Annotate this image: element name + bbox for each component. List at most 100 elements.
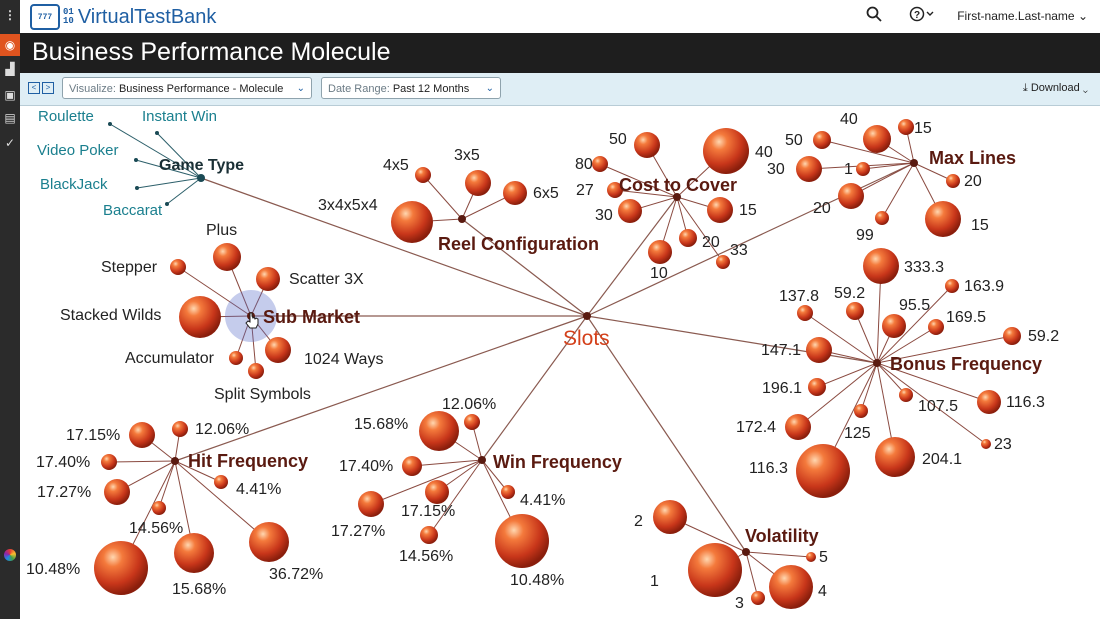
robot-icon[interactable]: ▣ (4, 88, 16, 102)
leaf-node[interactable] (618, 199, 642, 223)
leaf-node[interactable] (808, 378, 826, 396)
leaf-node[interactable] (248, 363, 264, 379)
leaf-node[interactable] (135, 186, 139, 190)
search-icon[interactable] (866, 6, 882, 26)
leaf-node[interactable] (420, 526, 438, 544)
leaf-node[interactable] (179, 296, 221, 338)
leaf-node[interactable] (229, 351, 243, 365)
leaf-node[interactable] (155, 131, 159, 135)
slot-machine-icon[interactable]: ▤ (4, 111, 16, 125)
hub-node[interactable] (478, 456, 486, 464)
leaf-node[interactable] (679, 229, 697, 247)
nav-back-icon[interactable]: < (28, 82, 40, 94)
leaf-node[interactable] (928, 319, 944, 335)
leaf-node[interactable] (703, 128, 749, 174)
chart-icon[interactable]: ▟ (5, 62, 15, 76)
nav-forward-icon[interactable]: > (42, 82, 54, 94)
leaf-edge (860, 362, 878, 412)
leaf-node[interactable] (495, 514, 549, 568)
leaf-node[interactable] (391, 201, 433, 243)
hub-node[interactable] (673, 193, 681, 201)
leaf-node[interactable] (813, 131, 831, 149)
leaf-node[interactable] (108, 122, 112, 126)
leaf-node[interactable] (249, 522, 289, 562)
title-bar: Business Performance Molecule (20, 33, 1100, 73)
leaf-node[interactable] (165, 202, 169, 206)
leaf-node[interactable] (806, 552, 816, 562)
leaf-node[interactable] (863, 125, 891, 153)
leaf-label: 95.5 (899, 297, 930, 314)
leaf-node[interactable] (152, 501, 166, 515)
leaf-node[interactable] (796, 156, 822, 182)
menu-dots-icon[interactable]: ⋮ (4, 8, 16, 22)
hub-node[interactable] (742, 548, 750, 556)
leaf-node[interactable] (464, 414, 480, 430)
leaf-node[interactable] (785, 414, 811, 440)
leaf-node[interactable] (634, 132, 660, 158)
leaf-node[interactable] (716, 255, 730, 269)
leaf-node[interactable] (856, 162, 870, 176)
leaf-node[interactable] (174, 533, 214, 573)
leaf-node[interactable] (653, 500, 687, 534)
leaf-node[interactable] (1003, 327, 1021, 345)
leaf-node[interactable] (134, 158, 138, 162)
leaf-node[interactable] (751, 591, 765, 605)
user-menu[interactable]: First-name.Last-name ⌄ (957, 9, 1088, 23)
leaf-node[interactable] (648, 240, 672, 264)
leaf-node[interactable] (806, 337, 832, 363)
leaf-node[interactable] (981, 439, 991, 449)
leaf-node[interactable] (501, 485, 515, 499)
leaf-node[interactable] (796, 444, 850, 498)
leaf-node[interactable] (898, 119, 914, 135)
leaf-node[interactable] (402, 456, 422, 476)
leaf-node[interactable] (846, 302, 864, 320)
leaf-node[interactable] (925, 201, 961, 237)
leaf-node[interactable] (838, 183, 864, 209)
leaf-node[interactable] (797, 305, 813, 321)
logo[interactable]: 777 01 10 VirtualTestBank (30, 4, 216, 30)
hub-node[interactable] (910, 159, 918, 167)
leaf-node[interactable] (172, 421, 188, 437)
check-circle-icon[interactable]: ✓ (4, 136, 16, 150)
leaf-node[interactable] (170, 259, 186, 275)
leaf-node[interactable] (592, 156, 608, 172)
help-icon[interactable]: ? (909, 6, 935, 26)
leaf-node[interactable] (415, 167, 431, 183)
leaf-node[interactable] (419, 411, 459, 451)
center-node[interactable] (583, 312, 591, 320)
leaf-node[interactable] (214, 475, 228, 489)
leaf-node[interactable] (129, 422, 155, 448)
hub-node[interactable] (873, 359, 881, 367)
hub-node[interactable] (458, 215, 466, 223)
leaf-node[interactable] (863, 248, 899, 284)
leaf-node[interactable] (213, 243, 241, 271)
leaf-node[interactable] (899, 388, 913, 402)
hub-node[interactable] (197, 174, 205, 182)
download-button[interactable]: ⤓ Download ⌄ (1022, 82, 1088, 94)
leaf-node[interactable] (946, 174, 960, 188)
leaf-node[interactable] (101, 454, 117, 470)
dashboard-icon[interactable]: ◉ (0, 34, 20, 56)
leaf-node[interactable] (425, 480, 449, 504)
leaf-node[interactable] (854, 404, 868, 418)
leaf-node[interactable] (875, 211, 889, 225)
leaf-node[interactable] (769, 565, 813, 609)
leaf-node[interactable] (707, 197, 733, 223)
leaf-node[interactable] (945, 279, 959, 293)
leaf-node[interactable] (358, 491, 384, 517)
leaf-node[interactable] (607, 182, 623, 198)
leaf-node[interactable] (104, 479, 130, 505)
leaf-node[interactable] (265, 337, 291, 363)
leaf-node[interactable] (94, 541, 148, 595)
leaf-node[interactable] (503, 181, 527, 205)
leaf-node[interactable] (882, 314, 906, 338)
leaf-node[interactable] (256, 267, 280, 291)
visualize-select[interactable]: Visualize: Business Performance - Molecu… (62, 77, 312, 99)
hub-node[interactable] (171, 457, 179, 465)
leaf-node[interactable] (688, 543, 742, 597)
leaf-node[interactable] (977, 390, 1001, 414)
date-range-select[interactable]: Date Range: Past 12 Months ⌄ (321, 77, 501, 99)
leaf-node[interactable] (875, 437, 915, 477)
leaf-node[interactable] (465, 170, 491, 196)
palette-icon[interactable] (0, 544, 20, 566)
